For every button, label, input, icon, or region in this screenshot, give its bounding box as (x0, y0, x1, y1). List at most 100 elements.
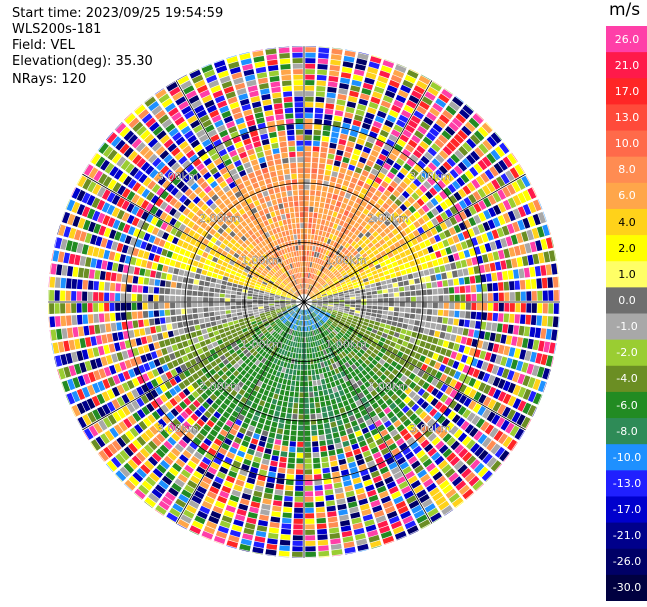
velocity-gate (165, 280, 171, 288)
velocity-gate (278, 422, 284, 429)
velocity-gate (237, 312, 243, 316)
velocity-gate (336, 273, 341, 278)
velocity-gate (313, 129, 322, 136)
velocity-gate (329, 221, 334, 228)
velocity-gate (358, 156, 367, 164)
velocity-gate (536, 278, 542, 289)
velocity-gate (263, 300, 269, 302)
velocity-gate (329, 240, 335, 246)
velocity-gate (375, 234, 383, 242)
velocity-gate (328, 410, 334, 417)
velocity-gate (339, 464, 348, 471)
velocity-gate (243, 404, 250, 412)
velocity-gate (327, 444, 335, 451)
velocity-gate (387, 346, 394, 352)
velocity-gate (316, 374, 320, 380)
velocity-gate (214, 476, 224, 485)
velocity-gate (341, 247, 347, 253)
velocity-gate (217, 495, 228, 504)
velocity-gate (398, 114, 409, 124)
velocity-gate (482, 185, 491, 196)
velocity-gate (497, 391, 507, 402)
velocity-gate (370, 342, 377, 348)
velocity-gate (386, 185, 395, 193)
velocity-gate (322, 299, 328, 301)
velocity-gate (265, 419, 272, 426)
velocity-gate (304, 212, 309, 218)
velocity-gate (131, 311, 138, 320)
velocity-gate (336, 99, 346, 106)
velocity-gate (511, 442, 518, 452)
velocity-gate (186, 308, 193, 314)
velocity-gate (426, 132, 436, 142)
velocity-gate (319, 279, 324, 284)
velocity-gate (365, 418, 374, 426)
velocity-gate (466, 182, 476, 192)
velocity-gate (399, 230, 407, 238)
velocity-gate (465, 356, 473, 365)
velocity-gate (356, 103, 367, 111)
velocity-gate (335, 355, 341, 361)
velocity-gate (559, 303, 560, 315)
velocity-gate (308, 217, 313, 223)
velocity-gate (357, 279, 364, 284)
velocity-gate (445, 246, 452, 255)
velocity-gate (455, 335, 462, 343)
velocity-gate (352, 214, 359, 222)
velocity-gate (305, 272, 307, 278)
velocity-gate (289, 335, 293, 341)
velocity-gate (106, 333, 114, 343)
velocity-gate (186, 302, 192, 308)
velocity-gate (362, 450, 372, 458)
velocity-gate (425, 404, 434, 413)
velocity-gate (402, 275, 408, 281)
velocity-gate (396, 157, 405, 166)
velocity-gate (444, 509, 454, 516)
velocity-gate (460, 294, 466, 302)
velocity-gate (344, 266, 350, 272)
velocity-gate (395, 271, 402, 277)
velocity-gate (142, 311, 149, 318)
velocity-gate (288, 328, 292, 334)
velocity-gate (362, 146, 372, 154)
velocity-gate (316, 241, 320, 247)
velocity-gate (309, 206, 314, 212)
velocity-gate (314, 396, 320, 403)
velocity-gate (465, 311, 471, 319)
velocity-gate (370, 283, 376, 288)
velocity-gate (144, 269, 151, 277)
velocity-gate (325, 322, 330, 327)
velocity-gate (446, 141, 457, 152)
velocity-gate (402, 515, 414, 525)
velocity-gate (240, 369, 247, 376)
velocity-gate (209, 429, 219, 437)
velocity-gate (158, 340, 166, 348)
velocity-gate (229, 529, 241, 538)
velocity-gate (461, 158, 472, 168)
velocity-gate (447, 341, 455, 350)
velocity-gate (246, 477, 256, 485)
velocity-gate (156, 464, 167, 474)
velocity-gate (254, 536, 266, 543)
velocity-gate (210, 261, 217, 268)
velocity-gate (482, 197, 492, 208)
velocity-gate (433, 411, 442, 421)
velocity-gate (298, 314, 301, 320)
velocity-gate (317, 235, 322, 242)
velocity-gate (347, 501, 358, 509)
velocity-gate (363, 164, 372, 172)
velocity-gate (379, 382, 387, 389)
velocity-gate (268, 527, 279, 534)
velocity-gate (342, 61, 354, 68)
velocity-gate (343, 274, 349, 279)
velocity-gate (505, 170, 515, 182)
velocity-gate (411, 403, 420, 412)
velocity-gate (197, 335, 204, 342)
velocity-gate (267, 361, 273, 368)
velocity-gate (119, 466, 131, 478)
velocity-gate (307, 314, 310, 320)
velocity-gate (119, 341, 126, 350)
velocity-gate (217, 274, 223, 280)
velocity-gate (399, 292, 405, 297)
velocity-gate (252, 433, 260, 440)
